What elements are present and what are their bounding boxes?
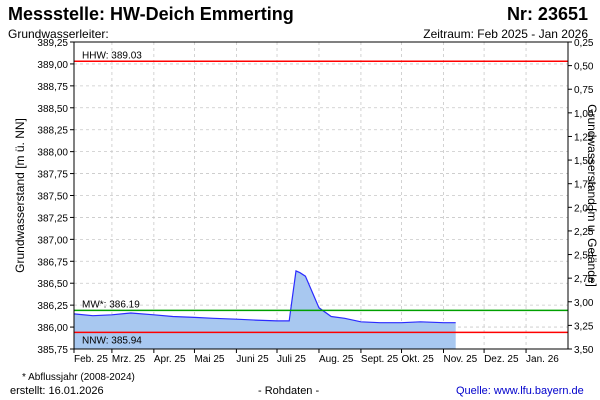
y-right-tick-label: 0,75 (574, 85, 594, 96)
y-tick-label: 388,25 (37, 126, 68, 137)
y-right-tick-label: 3,00 (574, 298, 594, 309)
y-right-tick-label: 1,25 (574, 132, 594, 143)
y-axis-left: 389,25 389,00 388,75 388,50 388,25 388,00 387,… (37, 38, 74, 356)
y-right-tick-label: 1,00 (574, 109, 594, 120)
series-line (73, 270, 456, 324)
page-title: Messstelle: HW-Deich Emmerting (8, 4, 294, 24)
period-label: Zeitraum: Feb 2025 - Jan 2026 (423, 27, 588, 41)
y-tick-label: 386,75 (37, 257, 68, 268)
y-tick-label: 386,50 (37, 279, 68, 290)
y-tick-label: 387,00 (37, 235, 68, 246)
y-right-tick-label: 0,50 (574, 62, 594, 73)
y-right-tick-label: 1,75 (574, 180, 594, 191)
y-right-tick-label: 2,25 (574, 227, 594, 238)
y-tick-label: 386,25 (37, 301, 68, 312)
created-date: erstellt: 16.01.2026 (10, 385, 104, 397)
y-tick-label: 388,00 (37, 148, 68, 159)
x-tick-label: Jan. 26 (526, 354, 559, 365)
x-tick-label: Feb. 25 (74, 354, 108, 365)
x-tick-label: Mrz. 25 (112, 354, 146, 365)
source-link[interactable]: Quelle: www.lfu.bayern.de (456, 385, 584, 397)
series-area (74, 270, 456, 349)
x-tick-label: Aug. 25 (319, 354, 354, 365)
y-right-tick-label: 0,25 (574, 38, 594, 49)
footnote: * Abflussjahr (2008-2024) (22, 372, 135, 383)
y-right-tick-label: 1,50 (574, 156, 594, 167)
aquifer-label: Grundwasserleiter: (8, 27, 109, 41)
x-tick-label: Okt. 25 (402, 354, 435, 365)
station-number: Nr: 23651 (506, 4, 588, 24)
y-tick-label: 386,00 (37, 323, 68, 334)
y-tick-label: 389,00 (37, 60, 68, 71)
y-tick-label: 387,50 (37, 192, 68, 203)
raw-data-note: - Rohdaten - (258, 385, 320, 397)
reference-label: MW*: 386.19 (82, 299, 140, 310)
y-tick-label: 388,50 (37, 104, 68, 115)
y-tick-label: 387,25 (37, 213, 68, 224)
y-axis-label-right: Grundwasserstand [m u. Gelände] (585, 104, 599, 287)
y-right-tick-label: 2,50 (574, 251, 594, 262)
reference-lines: HHW: 389.03 MW*: 386.19 NNW: 385.94 (74, 50, 568, 346)
y-tick-label: 387,75 (37, 170, 68, 181)
y-right-tick-label: 2,00 (574, 203, 594, 214)
x-tick-label: Sept. 25 (361, 354, 399, 365)
x-tick-label: Nov. 25 (443, 354, 477, 365)
y-tick-label: 388,75 (37, 82, 68, 93)
x-tick-label: Mai 25 (194, 354, 224, 365)
y-tick-label: 385,75 (37, 345, 68, 356)
y-right-tick-label: 3,50 (574, 345, 594, 356)
y-tick-label: 389,25 (37, 38, 68, 49)
x-tick-label: Juli 25 (277, 354, 306, 365)
x-tick-label: Juni 25 (236, 354, 269, 365)
y-axis-right: 0,25 0,50 0,75 1,00 1,25 1,50 1,75 2,00 2,25 2,50… (568, 38, 594, 356)
reference-label: NNW: 385.94 (82, 335, 142, 346)
y-right-tick-label: 3,25 (574, 321, 594, 332)
y-axis-label-left: Grundwasserstand [m ü. NN] (13, 118, 27, 273)
x-tick-label: Dez. 25 (484, 354, 519, 365)
x-tick-label: Apr. 25 (154, 354, 186, 365)
x-axis: Feb. 25 Mrz. 25 Apr. 25 Mai 25 Juni 25 Juli 2… (73, 349, 559, 365)
y-right-tick-label: 2,75 (574, 274, 594, 285)
reference-label: HHW: 389.03 (82, 50, 142, 61)
